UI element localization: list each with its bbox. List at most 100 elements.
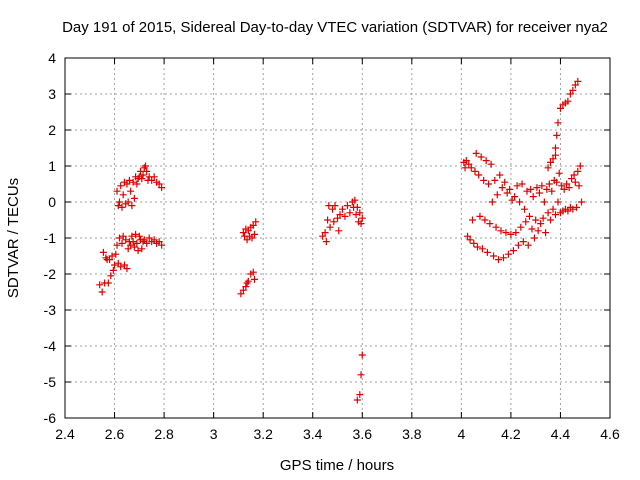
data-point (142, 162, 150, 170)
data-point (122, 236, 130, 244)
data-point (574, 77, 582, 85)
x-axis-label: GPS time / hours (280, 457, 394, 474)
y-tick-label: 4 (48, 50, 56, 66)
data-point (493, 191, 501, 199)
data-point (564, 207, 572, 215)
data-point (336, 211, 344, 219)
data-point (464, 232, 472, 240)
data-point (509, 247, 517, 255)
x-tick-label: 4.6 (600, 426, 620, 442)
data-point (534, 227, 542, 235)
data-point (143, 239, 151, 247)
data-point (516, 198, 524, 206)
data-point (527, 185, 535, 193)
data-point (573, 203, 581, 211)
data-point (140, 236, 148, 244)
data-point (478, 245, 486, 253)
x-tick-label: 3.8 (402, 426, 422, 442)
data-point (243, 236, 251, 244)
data-point (554, 198, 562, 206)
data-point (538, 182, 546, 190)
data-point (134, 247, 142, 255)
data-point (576, 162, 584, 170)
x-tick-label: 3 (210, 426, 218, 442)
data-point (490, 252, 498, 260)
data-point (243, 279, 251, 287)
data-point (465, 160, 473, 168)
data-point (124, 245, 132, 253)
data-point (487, 160, 495, 168)
y-tick-label: -4 (44, 338, 57, 354)
data-point (132, 230, 140, 238)
data-point (524, 241, 532, 249)
data-point (575, 182, 583, 190)
data-point (544, 209, 552, 217)
data-point (476, 212, 484, 220)
data-point (249, 268, 257, 276)
data-point (462, 157, 470, 165)
data-point (155, 180, 163, 188)
data-point (543, 185, 551, 193)
data-point (335, 227, 343, 235)
data-point (511, 193, 519, 201)
data-point (565, 184, 573, 192)
y-axis-label: SDTVAR / TECUs (5, 178, 22, 298)
data-point (319, 232, 327, 240)
data-point (128, 232, 136, 240)
data-point (554, 119, 562, 127)
data-point (341, 212, 349, 220)
chart-title: Day 191 of 2015, Sidereal Day-to-day VTE… (62, 19, 608, 36)
x-tick-label: 2.4 (55, 426, 75, 442)
data-point (113, 187, 121, 195)
data-point (326, 223, 334, 231)
data-point (158, 241, 166, 249)
data-point (549, 155, 557, 163)
data-point (155, 238, 163, 246)
data-point (133, 239, 141, 247)
data-point (107, 272, 115, 280)
data-point (553, 131, 561, 139)
data-point (244, 277, 252, 285)
data-point (249, 221, 257, 229)
data-point (123, 265, 131, 273)
data-point (499, 254, 507, 262)
data-point (519, 238, 527, 246)
data-point (471, 167, 479, 175)
data-point (518, 180, 526, 188)
data-point (138, 245, 146, 253)
data-point (130, 243, 138, 251)
data-point (528, 225, 536, 233)
data-point (334, 214, 341, 222)
data-point (108, 252, 116, 260)
data-point (542, 229, 550, 237)
data-point (357, 371, 365, 379)
data-point (119, 232, 127, 240)
data-point (127, 241, 135, 249)
data-point (244, 227, 252, 235)
data-point (112, 250, 120, 258)
data-point (252, 218, 260, 226)
data-point (512, 229, 520, 237)
data-point (521, 205, 529, 213)
data-point (145, 234, 153, 242)
data-point (488, 198, 496, 206)
data-point (353, 203, 361, 211)
data-point (535, 189, 543, 197)
data-point (552, 211, 559, 219)
data-point (555, 169, 563, 177)
data-point (242, 283, 250, 291)
data-point (480, 176, 488, 184)
data-point (325, 202, 333, 210)
data-point (578, 198, 586, 206)
data-point (566, 90, 574, 98)
data-point (96, 281, 104, 289)
data-point (322, 238, 330, 246)
data-point (569, 86, 577, 94)
grid-lines (65, 58, 610, 418)
data-point (482, 157, 490, 165)
data-point (539, 214, 547, 222)
data-point (351, 196, 359, 204)
data-point (330, 218, 338, 226)
data-point (571, 81, 579, 89)
